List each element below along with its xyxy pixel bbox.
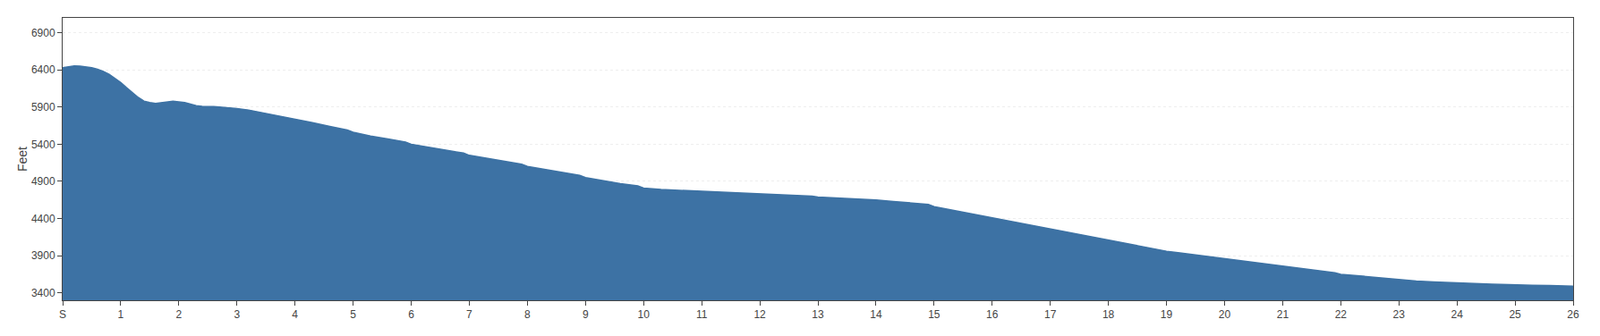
svg-text:4900: 4900	[31, 175, 56, 188]
svg-text:5400: 5400	[31, 138, 56, 152]
svg-text:18: 18	[1102, 308, 1115, 322]
svg-text:12: 12	[753, 308, 766, 322]
svg-text:3: 3	[233, 308, 240, 322]
svg-text:3400: 3400	[31, 287, 56, 300]
svg-text:22: 22	[1335, 308, 1348, 322]
svg-text:19: 19	[1160, 308, 1174, 322]
svg-text:5900: 5900	[31, 101, 56, 114]
svg-text:24: 24	[1450, 308, 1464, 322]
svg-text:6400: 6400	[31, 63, 56, 77]
svg-text:25: 25	[1508, 308, 1522, 322]
svg-text:Feet: Feet	[15, 146, 30, 172]
svg-text:26: 26	[1566, 308, 1580, 322]
svg-text:20: 20	[1218, 308, 1232, 322]
svg-text:1: 1	[118, 308, 125, 322]
svg-text:6: 6	[408, 308, 415, 322]
svg-text:2: 2	[176, 308, 183, 322]
svg-text:15: 15	[927, 308, 941, 322]
svg-text:6900: 6900	[31, 26, 56, 40]
svg-text:4: 4	[291, 308, 298, 322]
svg-text:9: 9	[582, 308, 589, 322]
svg-text:5: 5	[349, 308, 357, 322]
svg-text:11: 11	[696, 308, 708, 322]
svg-text:4400: 4400	[31, 212, 56, 226]
svg-text:7: 7	[466, 308, 473, 322]
svg-text:16: 16	[986, 308, 999, 322]
svg-text:17: 17	[1044, 308, 1057, 322]
svg-text:14: 14	[869, 308, 883, 322]
svg-text:3900: 3900	[31, 249, 56, 263]
svg-text:13: 13	[811, 308, 825, 322]
svg-text:23: 23	[1393, 308, 1406, 322]
svg-text:8: 8	[524, 308, 531, 322]
svg-text:21: 21	[1276, 308, 1290, 322]
svg-text:S: S	[59, 308, 67, 322]
svg-text:10: 10	[638, 308, 651, 322]
